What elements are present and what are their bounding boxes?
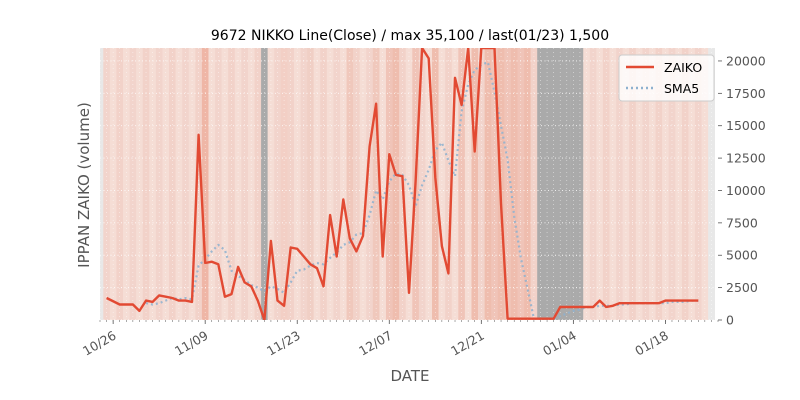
x-tick-label: 10/26 [80,328,119,359]
grid-lines [99,48,719,321]
y-tick-label: 10000 [726,183,766,198]
x-tick-label: 01/18 [632,328,671,359]
y-axis-label: IPPAN ZAIKO (volume) [75,102,93,268]
y-tick-label: 5000 [726,248,758,263]
legend-label-zaiko: ZAIKO [664,60,702,75]
x-tick-label: 11/09 [172,328,211,359]
series-line-sma5 [145,61,699,320]
x-tick-label: 12/07 [356,328,395,359]
y-tick-label: 17500 [726,86,766,101]
y-tick-label: 0 [726,313,734,328]
y-axis: 0 2500 5000 7500 10000 12500 15000 17500 20000 [718,53,766,328]
day-band [100,48,104,320]
y-tick-label: 15000 [726,118,766,133]
x-tick-label: 11/23 [264,328,303,359]
x-tick-label: 12/21 [448,328,487,359]
legend: ZAIKO SMA5 [618,54,715,102]
chart-title: 9672 NIKKO Line(Close) / max 35,100 / la… [211,28,609,44]
y-tick-label: 12500 [726,151,766,166]
y-tick-label: 20000 [726,53,766,68]
legend-label-sma5: SMA5 [664,81,699,96]
x-axis: 10/26 11/09 11/23 12/07 12/21 01/04 01/18 [80,320,719,359]
plot-series [106,48,699,320]
x-axis-label: DATE [390,367,429,385]
x-tick-label: 01/04 [540,328,579,359]
y-tick-label: 7500 [726,215,758,230]
series-line-zaiko [106,48,699,320]
y-tick-label: 2500 [726,280,758,295]
